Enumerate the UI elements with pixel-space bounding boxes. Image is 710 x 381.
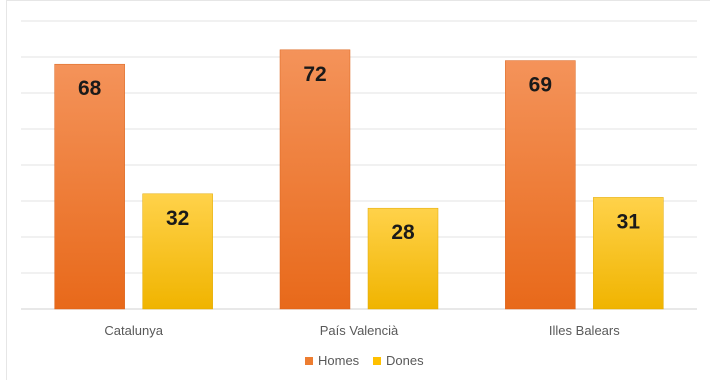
legend-label-dones: Dones <box>386 353 424 368</box>
data-labels: 68 32 72 28 69 31 <box>78 63 640 244</box>
data-label: 31 <box>617 210 641 233</box>
data-label: 68 <box>78 77 102 100</box>
legend-label-homes: Homes <box>318 353 360 368</box>
category-label: Catalunya <box>104 323 163 338</box>
bar-homes-0 <box>54 63 125 310</box>
category-labels: Catalunya País Valencià Illes Balears <box>104 323 620 338</box>
data-label: 32 <box>166 207 189 230</box>
data-label: 69 <box>529 74 552 97</box>
legend: Homes Dones <box>305 353 424 368</box>
category-label: País Valencià <box>320 323 399 338</box>
chart-frame: 68 32 72 28 69 31 Catalunya País Valencià Illes… <box>6 0 710 380</box>
data-label: 72 <box>303 63 326 86</box>
legend-swatch-homes <box>305 357 313 365</box>
legend-swatch-dones <box>373 357 381 365</box>
bar-dones-0 <box>142 193 213 310</box>
category-label: Illes Balears <box>549 323 620 338</box>
bars <box>54 49 664 310</box>
bar-dones-2 <box>593 197 664 310</box>
bar-dones-1 <box>367 207 439 310</box>
gridlines <box>21 20 697 310</box>
bar-chart: 68 32 72 28 69 31 Catalunya País Valencià Illes… <box>21 20 697 368</box>
data-label: 28 <box>391 221 415 244</box>
bar-homes-1 <box>279 49 351 310</box>
bar-homes-2 <box>505 60 576 310</box>
